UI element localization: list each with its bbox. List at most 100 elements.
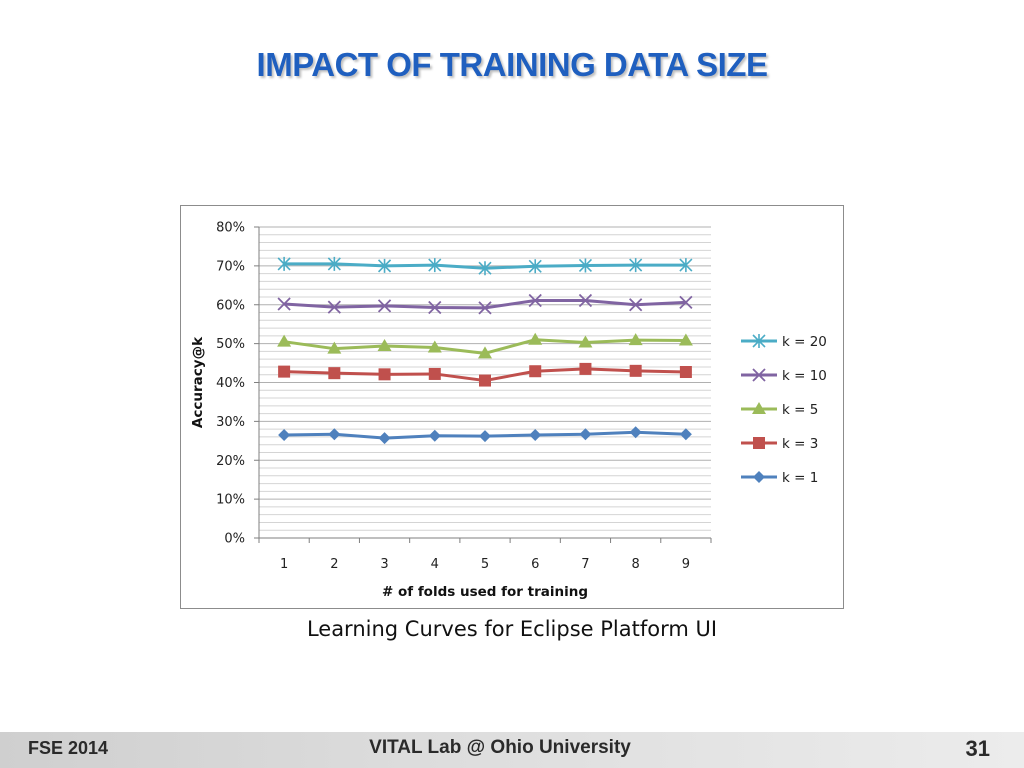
data-point-k-3 (629, 364, 642, 377)
star-marker (377, 258, 392, 273)
star-marker (752, 334, 766, 348)
legend-label: k = 3 (782, 436, 818, 452)
slide-title: IMPACT OF TRAINING DATA SIZE (256, 46, 768, 83)
data-point-k-20 (377, 258, 392, 273)
data-point-k-5 (578, 335, 593, 348)
x-tick-label: 5 (481, 557, 489, 572)
square-marker (328, 367, 341, 380)
legend-item-k-3: k = 3 (741, 436, 818, 452)
diamond-marker (679, 428, 692, 441)
chart-frame: 0% 10% 20% 30% 40% 50% 60% 70% 80% 1 2 3 4 5 6 7 8 9 # of … (180, 205, 844, 609)
data-point-k-5 (427, 340, 442, 353)
data-point-k-5 (628, 333, 643, 346)
legend-marker (753, 437, 765, 449)
legend-marker (752, 402, 766, 414)
data-point-k-20 (478, 261, 492, 276)
legend-label: k = 20 (782, 334, 827, 350)
data-point-k-10 (629, 298, 643, 312)
data-point-k-20 (327, 256, 341, 271)
data-point-k-10 (327, 300, 341, 314)
y-axis-title: Accuracy@k (190, 336, 206, 428)
legend-item-k-20: k = 20 (741, 334, 827, 350)
data-point-k-20 (629, 258, 643, 273)
diamond-marker (428, 429, 441, 442)
x-marker (578, 293, 593, 308)
triangle-marker (277, 334, 292, 347)
data-point-k-3 (428, 367, 441, 380)
x-axis-title: # of folds used for training (382, 584, 588, 600)
legend-marker (752, 368, 766, 382)
data-point-k-3 (479, 374, 491, 387)
data-point-k-20 (528, 259, 542, 274)
x-marker (679, 295, 693, 310)
y-tick-label: 30% (216, 415, 245, 430)
star-marker (277, 256, 291, 271)
x-tick-label: 2 (330, 557, 338, 572)
chart-caption: Learning Curves for Eclipse Platform UI (306, 617, 718, 641)
legend-label: k = 1 (782, 470, 818, 486)
star-marker (578, 258, 593, 273)
footer-conference: FSE 2014 (28, 738, 109, 758)
square-marker (428, 367, 441, 380)
square-marker (753, 437, 765, 449)
star-marker (327, 256, 341, 271)
legend-label: k = 5 (782, 402, 818, 418)
x-tick-label: 8 (632, 557, 640, 572)
y-tick-label: 10% (216, 493, 245, 508)
triangle-marker (478, 346, 492, 359)
triangle-marker (327, 341, 342, 354)
triangle-marker (377, 338, 392, 351)
data-point-k-1 (378, 432, 391, 445)
legend-label: k = 10 (782, 368, 827, 384)
data-point-k-10 (478, 301, 492, 315)
x-marker (752, 368, 766, 382)
triangle-marker (752, 402, 766, 414)
y-tick-label: 50% (216, 337, 245, 352)
star-marker (629, 258, 643, 273)
square-marker (679, 366, 692, 379)
diamond-marker (378, 432, 391, 445)
data-point-k-20 (428, 258, 442, 273)
footer-lab: VITAL Lab @ Ohio University (369, 737, 631, 758)
square-marker (479, 374, 491, 387)
x-tick-label: 9 (682, 557, 690, 572)
triangle-marker (578, 335, 593, 348)
slide-number: 31 (965, 736, 990, 761)
data-point-k-5 (678, 333, 693, 346)
data-point-k-5 (528, 332, 543, 345)
triangle-marker (427, 340, 442, 353)
data-point-k-3 (378, 368, 391, 381)
diamond-marker (629, 426, 642, 439)
star-marker (478, 261, 492, 276)
square-marker (278, 365, 291, 378)
data-point-k-5 (277, 334, 292, 347)
data-point-k-10 (679, 295, 693, 310)
x-marker (478, 301, 492, 315)
x-tick-label: 3 (380, 557, 388, 572)
data-point-k-1 (428, 429, 441, 442)
legend-item-k-5: k = 5 (741, 402, 818, 418)
legend-marker (752, 334, 766, 348)
y-tick-label: 60% (216, 298, 245, 313)
diamond-marker (529, 428, 542, 441)
data-point-k-1 (529, 428, 542, 441)
x-tick-label: 6 (531, 557, 539, 572)
legend-item-k-10: k = 10 (741, 368, 827, 384)
x-marker (428, 300, 442, 315)
triangle-marker (678, 333, 693, 346)
x-tick-label: 1 (280, 557, 288, 572)
square-marker (378, 368, 391, 381)
line-chart: 0% 10% 20% 30% 40% 50% 60% 70% 80% 1 2 3 4 5 6 7 8 9 # of … (190, 221, 827, 601)
data-point-k-5 (327, 341, 342, 354)
data-point-k-10 (578, 293, 593, 308)
legend-item-k-1: k = 1 (741, 470, 818, 486)
star-marker (428, 258, 442, 273)
data-point-k-1 (679, 428, 692, 441)
star-marker (528, 259, 542, 274)
x-marker (327, 300, 341, 314)
data-point-k-10 (377, 299, 392, 313)
diamond-marker (479, 430, 491, 443)
triangle-marker (628, 333, 643, 346)
data-point-k-1 (328, 428, 341, 441)
x-marker (277, 297, 291, 311)
